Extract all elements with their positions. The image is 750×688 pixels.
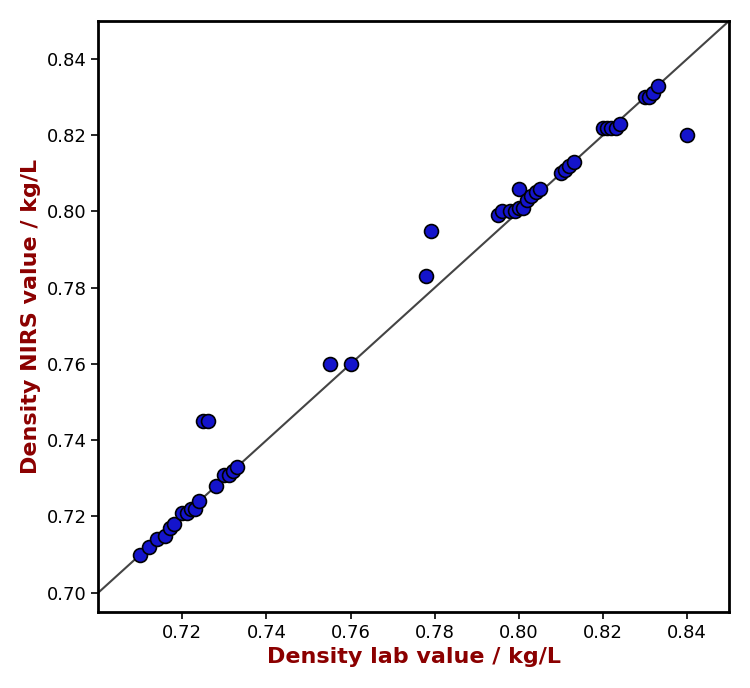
Point — [160, 530, 172, 541]
Point — [602, 122, 613, 133]
Point — [151, 534, 163, 545]
Point — [509, 206, 520, 217]
Point — [647, 88, 659, 99]
Point — [644, 92, 656, 103]
Point — [134, 549, 146, 560]
Point — [559, 164, 571, 175]
Point — [176, 507, 188, 518]
Point — [563, 160, 575, 171]
Point — [639, 92, 651, 103]
Point — [521, 195, 533, 206]
Point — [681, 130, 693, 141]
Point — [189, 504, 201, 515]
Point — [513, 183, 525, 194]
Point — [496, 206, 508, 217]
Point — [517, 202, 529, 213]
Point — [492, 210, 504, 221]
Point — [223, 469, 235, 480]
Y-axis label: Density NIRS value / kg/L: Density NIRS value / kg/L — [21, 159, 40, 474]
Point — [194, 496, 206, 507]
X-axis label: Density lab value / kg/L: Density lab value / kg/L — [267, 647, 561, 667]
Point — [505, 206, 517, 217]
Point — [202, 416, 214, 427]
Point — [568, 156, 580, 167]
Point — [610, 122, 622, 133]
Point — [164, 522, 176, 533]
Point — [652, 80, 664, 91]
Point — [231, 462, 243, 473]
Point — [597, 122, 609, 133]
Point — [197, 416, 209, 427]
Point — [142, 541, 154, 552]
Point — [226, 465, 238, 476]
Point — [530, 187, 542, 198]
Point — [513, 202, 525, 213]
Point — [323, 358, 335, 369]
Point — [210, 480, 222, 491]
Point — [420, 271, 432, 282]
Point — [344, 358, 356, 369]
Point — [534, 183, 546, 194]
Point — [555, 168, 567, 179]
Point — [614, 118, 626, 129]
Point — [184, 504, 196, 515]
Point — [424, 225, 436, 236]
Point — [168, 519, 180, 530]
Point — [526, 191, 538, 202]
Point — [605, 122, 617, 133]
Point — [181, 507, 193, 518]
Point — [218, 469, 230, 480]
